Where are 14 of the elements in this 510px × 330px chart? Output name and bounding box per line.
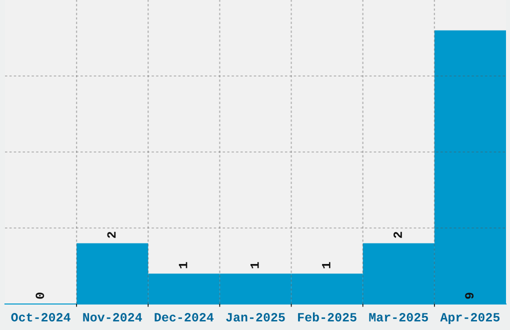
data-label: 1 [178, 262, 188, 268]
x-tick-label: Nov-2024 [83, 313, 142, 322]
data-label: 2 [107, 232, 116, 238]
x-tick-label: Oct-2024 [11, 313, 70, 322]
data-label: 1 [250, 262, 259, 268]
x-tick-label: Jan-2025 [226, 313, 285, 322]
data-label: 1 [322, 262, 330, 268]
x-tick-label: Mar-2025 [369, 313, 428, 322]
data-label: 2 [394, 232, 402, 238]
data-label: 0 [36, 292, 44, 299]
data-label: 9 [465, 292, 474, 299]
x-tick-label: Dec-2024 [154, 313, 214, 322]
x-tick-label: Feb-2025 [298, 312, 356, 322]
x-tick-label: Apr-2025 [440, 313, 500, 324]
